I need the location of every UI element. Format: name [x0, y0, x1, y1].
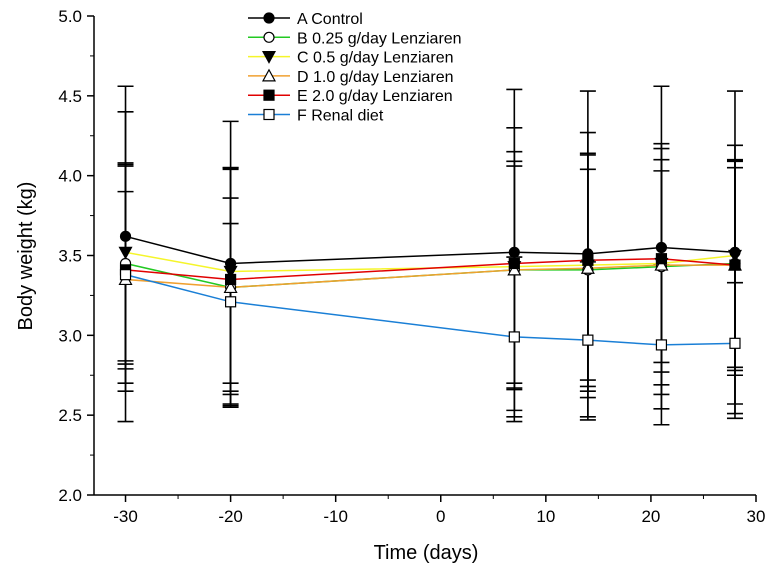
legend-marker	[263, 12, 275, 24]
y-tick-label: 2.5	[58, 406, 82, 425]
x-tick-label: -20	[218, 507, 243, 526]
legend-label: F Renal diet	[297, 108, 384, 125]
data-point	[119, 230, 132, 242]
x-tick-label: 10	[536, 507, 555, 526]
data-point	[654, 257, 669, 271]
legend-label: A Control	[297, 11, 363, 28]
legend-label: B 0.25 g/day Lenziaren	[297, 30, 462, 47]
data-point	[655, 253, 668, 265]
series-line	[125, 262, 736, 289]
legend-label: C 0.5 g/day Lenziaren	[297, 50, 454, 67]
x-axis-label: Time (days)	[374, 542, 479, 564]
series-line	[125, 264, 735, 289]
data-point	[118, 246, 133, 260]
x-tick-label: -30	[113, 507, 138, 526]
legend-label: D 1.0 g/day Lenziaren	[297, 69, 454, 86]
y-tick-label: 3.5	[58, 247, 82, 266]
legend-marker	[261, 68, 277, 82]
y-tick-label: 2.0	[58, 486, 82, 505]
data-point	[225, 296, 237, 308]
data-point	[582, 254, 594, 266]
series-line	[125, 273, 736, 346]
data-point	[727, 249, 742, 263]
data-point	[729, 259, 741, 271]
legend-label: E 2.0 g/day Lenziaren	[297, 88, 453, 105]
data-point	[223, 265, 238, 279]
series-line	[125, 235, 736, 265]
legend: A Control B 0.25 g/day Lenziaren C 0.5 g/d…	[248, 11, 462, 125]
legend-marker	[263, 108, 275, 121]
legend-marker	[261, 50, 277, 64]
y-tick-label: 3.0	[58, 326, 82, 345]
x-tick-label: 0	[436, 507, 445, 526]
series-lines	[125, 235, 736, 346]
data-point	[580, 261, 595, 274]
data-point	[223, 280, 238, 294]
data-point	[508, 246, 520, 258]
data-point	[729, 337, 741, 349]
data-point	[508, 331, 520, 343]
data-point	[507, 262, 522, 276]
y-axis-label: Body weight (kg)	[15, 182, 37, 331]
legend-marker	[263, 89, 275, 101]
data-point	[582, 334, 594, 346]
series-markers	[118, 230, 742, 351]
data-point	[655, 241, 668, 254]
data-point	[655, 339, 668, 351]
axes: 2.0 2.5 3.0 3.5 4.0 4.5 5.0 -30 -20 -10 0 10 20 30	[58, 7, 765, 526]
y-tick-label: 5.0	[58, 7, 82, 26]
x-tick-label: 20	[641, 507, 660, 526]
x-tick-label: 30	[747, 507, 766, 526]
legend-marker	[263, 31, 275, 43]
y-tick-label: 4.0	[58, 167, 82, 186]
data-point	[119, 269, 132, 281]
series-line	[125, 251, 736, 273]
y-tick-label: 4.5	[58, 87, 82, 106]
data-point	[508, 257, 520, 270]
data-point	[225, 273, 237, 286]
x-tick-label: -10	[323, 507, 348, 526]
series-line	[125, 257, 736, 281]
